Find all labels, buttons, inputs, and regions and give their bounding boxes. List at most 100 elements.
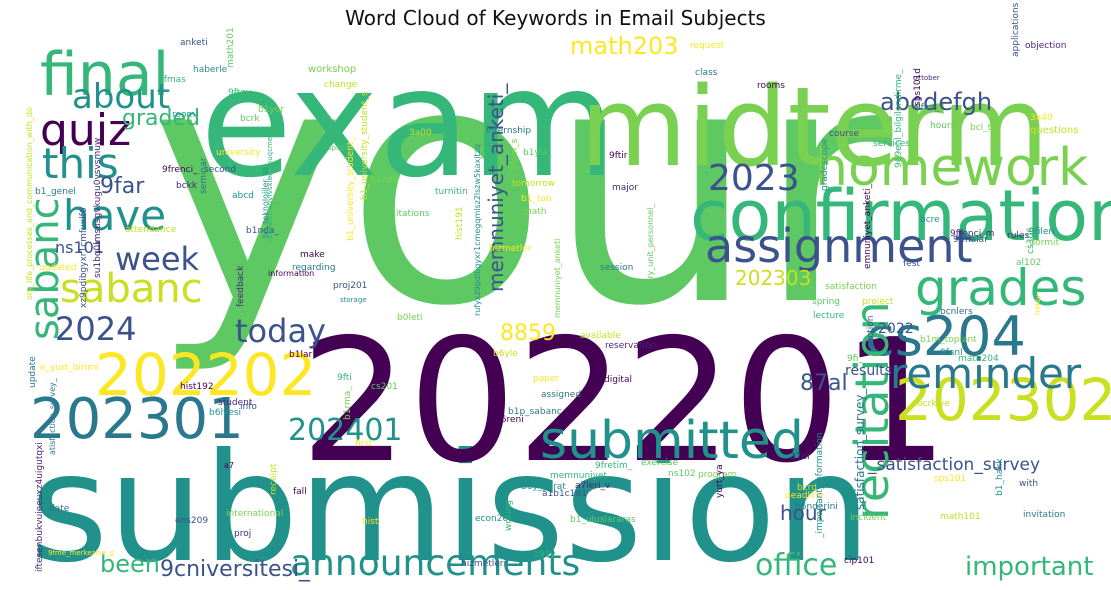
cloud-word-small: ens209	[175, 516, 208, 526]
cloud-word-small: b1_teknolojiler_at	[261, 167, 270, 238]
cloud-word-small: course	[829, 129, 860, 139]
cloud-word-small: bcrd	[797, 483, 817, 493]
cloud-word-small: 9ftay	[228, 88, 252, 98]
cloud-word-small: b1_university_student_	[346, 137, 356, 241]
cloud-word-small: bcrk	[240, 114, 260, 124]
cloud-word-small: second	[204, 165, 236, 175]
cloud-word-small: b6lyesi	[209, 408, 241, 418]
cloud-word-small: 9fim_	[915, 103, 940, 113]
cloud-word: 202401	[288, 413, 403, 448]
cloud-word-small: hist	[362, 517, 379, 527]
cloud-word-small: rmitory_unit_personnel_	[646, 203, 655, 300]
cloud-word: 202202	[95, 341, 316, 409]
cloud-word: about	[72, 77, 170, 117]
cloud-word-small: memnuniyet	[550, 471, 608, 481]
cloud-word-small: hours	[930, 121, 956, 131]
cloud-word: memnuniyet_anketi_	[484, 83, 508, 292]
cloud-word-small: available	[580, 331, 621, 341]
cloud-word: satisfaction_survey_	[853, 388, 867, 510]
cloud-word: have	[63, 191, 166, 240]
cloud-word-small: ory_life_processes_and_communication_wit…	[25, 107, 34, 300]
cloud-word-small: iftesenbukvuieeuxz4uigutqxi	[35, 442, 45, 572]
cloud-word-small: b0leti	[397, 313, 423, 323]
cloud-word: 2022	[878, 321, 914, 337]
cloud-word: ns101	[55, 238, 104, 257]
cloud-word-small: room	[172, 110, 195, 120]
cloud-word: announcements	[290, 543, 580, 584]
cloud-word-small: 9fmalar	[953, 235, 988, 245]
cloud-word: 9cniversitesi_	[160, 557, 311, 582]
cloud-word-small: gradescope	[820, 138, 830, 191]
cloud-word-small: friday	[1034, 295, 1042, 315]
cloud-word-small: tomorrow	[512, 179, 555, 189]
cloud-word-small: b1yla_	[523, 148, 553, 158]
cloud-word-small: su1bq0lmsusgvkugu0vsvsmuw	[93, 138, 103, 278]
cloud-word-small: abcd	[232, 191, 254, 201]
cloud-word: 8859	[500, 321, 556, 346]
cloud-word: submitted	[540, 411, 804, 471]
cloud-word-small: section	[866, 316, 876, 348]
cloud-word-small: hizmetleri	[461, 559, 506, 569]
cloud-word-small: 9frenci_m	[950, 229, 994, 239]
cloud-word: submission	[30, 422, 871, 590]
cloud-word-small: 9fme_merkezine_g	[48, 549, 114, 557]
cloud-word: 202301	[30, 387, 244, 452]
cloud-word: assignment	[705, 219, 973, 273]
cloud-word-small: university	[216, 148, 261, 158]
cloud-word-small: a7	[224, 461, 234, 470]
cloud-word-small: turnitin	[435, 187, 468, 197]
cloud-word: midterm	[580, 63, 1049, 191]
cloud-word-small: satisfaction	[825, 282, 877, 292]
cloud-word-small: spring	[812, 297, 840, 307]
cloud-word-small: b1m_toplant	[920, 335, 977, 345]
cloud-word-small: yurt_ya	[715, 464, 725, 498]
cloud-word-small: first	[355, 439, 373, 449]
cloud-word-small: attendance	[125, 225, 177, 235]
cloud-word: 202303	[735, 266, 811, 290]
cloud-word-small: e_yurt_birimi	[40, 363, 98, 373]
cloud-word: hour	[780, 501, 827, 525]
cloud-word-small: receipt	[269, 463, 279, 495]
cloud-word-small: emnuniyet_anketi_	[863, 184, 873, 269]
cloud-word: important	[965, 552, 1093, 582]
cloud-word-small: student	[218, 398, 253, 408]
cloud-word-small: 3a00	[409, 128, 432, 138]
cloud-word: 2024	[55, 310, 136, 348]
cloud-word: 202302	[895, 366, 1111, 434]
cloud-word-small: request	[690, 41, 725, 51]
cloud-word-small: bcre	[920, 215, 940, 225]
cloud-word-small: paper	[533, 374, 559, 384]
cloud-word-small: with	[1019, 479, 1038, 489]
cloud-word-small: b6yle	[493, 349, 518, 359]
cloud-word-small: rules	[1007, 231, 1029, 241]
cloud-word: grades	[915, 259, 1086, 317]
cloud-word-small: 9fileri	[1029, 227, 1055, 237]
cloud-word-small: _dormit	[1024, 238, 1060, 248]
cloud-word-small: math201	[226, 27, 236, 68]
cloud-word-small: deadline	[785, 491, 824, 501]
cloud-word-small: fest	[903, 259, 920, 269]
cloud-word-small: b1_tan	[521, 194, 552, 204]
cloud-word-small: cip101	[844, 556, 874, 566]
cloud-word-small: anketi	[180, 38, 208, 48]
cloud-word-small: sps101	[934, 474, 966, 484]
cloud-word-small: questions	[1030, 125, 1078, 136]
cloud-word-small: haberle	[193, 65, 228, 75]
cloud-word-small: 9fti	[337, 373, 352, 383]
cloud-word-small: proj201	[333, 281, 367, 291]
cloud-word-small: b1yor	[258, 105, 284, 115]
cloud-word: today	[235, 312, 326, 350]
cloud-word-small: class	[695, 68, 718, 78]
cloud-word-small: xz9pdibgyxr1cmfuxlf6	[79, 207, 89, 308]
cloud-word-small: b1_hakk	[995, 458, 1005, 496]
cloud-word-small: b1nda	[370, 175, 398, 185]
cloud-word: office	[755, 548, 837, 583]
cloud-word-small: applications	[1011, 2, 1021, 57]
cloud-word-small: bckk	[176, 181, 198, 191]
cloud-word: graded	[122, 106, 200, 131]
cloud-word-small: b6y_yarat	[521, 482, 566, 492]
cloud-word: week	[115, 240, 200, 278]
cloud-word: final	[40, 40, 169, 110]
cloud-word: _satisfaction_survey	[867, 455, 1040, 475]
